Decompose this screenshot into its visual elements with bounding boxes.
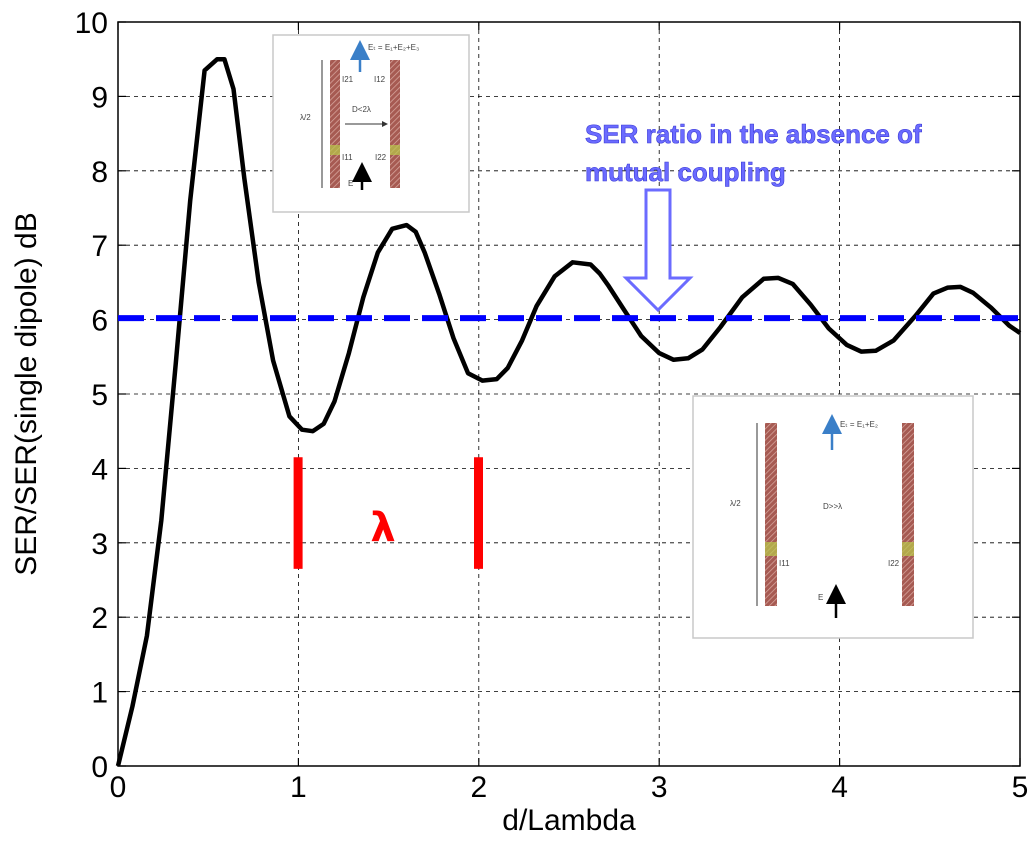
y-tick-label: 4: [91, 453, 108, 486]
svg-text:I21: I21: [342, 75, 354, 84]
y-tick-label: 3: [91, 528, 108, 561]
coupling-annotation-line-2: mutual coupling: [585, 157, 786, 187]
coupling-annotation: SER ratio in the absence of mutual coupl…: [585, 119, 922, 313]
svg-text:E: E: [818, 593, 823, 602]
svg-text:D>>λ: D>>λ: [823, 502, 842, 511]
x-tick-label: 4: [831, 771, 848, 804]
svg-text:I12: I12: [374, 75, 386, 84]
y-tick-label: 10: [75, 7, 108, 40]
svg-text:I22: I22: [375, 153, 387, 162]
svg-text:D<2λ: D<2λ: [352, 105, 371, 114]
svg-text:I22: I22: [888, 559, 900, 568]
x-tick-label: 2: [470, 771, 487, 804]
y-tick-label: 2: [91, 602, 108, 635]
y-tick-label: 7: [91, 230, 108, 263]
y-axis-label: SER/SER(single dipole) dB: [10, 212, 43, 576]
svg-text:I11: I11: [779, 559, 790, 568]
lambda-marker-left: [293, 457, 303, 569]
y-tick-label: 6: [91, 305, 108, 338]
series-group: [115, 56, 1022, 767]
x-axis-label: d/Lambda: [502, 804, 636, 837]
dipole-right: [390, 60, 400, 188]
svg-text:I11: I11: [342, 153, 353, 162]
inset-near: Eₜ = E₁+E₂+E₃ I21 I12 I11 I22 λ/2 D<2λ E: [272, 34, 470, 213]
svg-text:Eₜ = E₁+E₂+E₃: Eₜ = E₁+E₂+E₃: [368, 43, 419, 52]
coupling-annotation-line-1: SER ratio in the absence of: [585, 119, 922, 149]
svg-text:λ/2: λ/2: [300, 113, 311, 122]
ser-ratio-line: [115, 56, 1022, 767]
down-arrow-icon: [622, 188, 694, 313]
y-tick-label: 9: [91, 81, 108, 114]
svg-text:λ/2: λ/2: [730, 499, 741, 508]
x-tick-label: 0: [110, 771, 127, 804]
x-tick-label: 1: [290, 771, 307, 804]
lambda-label: λ: [370, 505, 395, 551]
dipole-left: [765, 423, 777, 606]
y-tick-label: 0: [91, 751, 108, 784]
y-tick-label: 1: [91, 677, 108, 710]
svg-text:E: E: [348, 179, 353, 188]
x-tick-label: 5: [1012, 771, 1029, 804]
y-tick-label: 5: [91, 379, 108, 412]
svg-text:Eₜ = E₁+E₂: Eₜ = E₁+E₂: [840, 420, 878, 429]
lambda-annotation: λ: [293, 457, 483, 569]
ticks: 0 1 2 3 4 5 0 1 2 3 4 5 6 7 8 9 10: [75, 7, 1029, 804]
dipole-left: [330, 60, 340, 188]
y-tick-label: 8: [91, 156, 108, 189]
inset-far: Eₜ = E₁+E₂ λ/2 D>>λ I11 I22 E: [692, 395, 974, 639]
lambda-marker-right: [473, 457, 483, 569]
dipole-right: [902, 423, 914, 606]
x-tick-label: 3: [651, 771, 668, 804]
